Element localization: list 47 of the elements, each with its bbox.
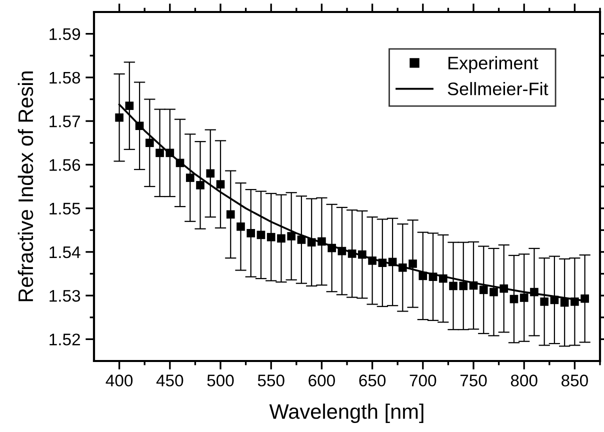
x-tick-label: 750 bbox=[460, 374, 487, 386]
y-tick-label: 1.56 bbox=[50, 159, 80, 171]
point bbox=[216, 180, 225, 188]
y-tick-label: 1.53 bbox=[50, 290, 80, 302]
x-axis-title: Wavelength [nm] bbox=[269, 404, 424, 424]
y-tick-label: 1.55 bbox=[50, 202, 80, 215]
point bbox=[510, 294, 518, 304]
point bbox=[266, 232, 276, 242]
x-tick-label: 450 bbox=[156, 374, 184, 386]
point bbox=[287, 232, 296, 240]
x-tick-label: 650 bbox=[359, 374, 386, 386]
y-tick-label: 1.59 bbox=[50, 28, 80, 40]
point bbox=[206, 169, 215, 178]
point bbox=[145, 138, 154, 148]
x-tick-label: 850 bbox=[562, 374, 588, 386]
x-tick-label: 600 bbox=[308, 374, 335, 386]
point bbox=[196, 181, 204, 190]
point bbox=[236, 222, 245, 231]
point bbox=[408, 260, 417, 268]
point bbox=[246, 229, 256, 238]
x-tick-label: 500 bbox=[207, 374, 234, 386]
point bbox=[479, 286, 488, 294]
point bbox=[490, 288, 498, 296]
point bbox=[520, 294, 528, 302]
x-tick-label: 800 bbox=[510, 374, 538, 386]
point bbox=[540, 298, 549, 306]
point bbox=[277, 234, 286, 243]
point bbox=[449, 282, 458, 290]
point bbox=[115, 113, 124, 122]
y-tick-label: 1.54 bbox=[50, 246, 80, 258]
y-tick-label: 1.52 bbox=[50, 334, 80, 346]
point bbox=[459, 282, 468, 290]
point bbox=[125, 102, 134, 110]
legend-label: Experiment bbox=[448, 56, 538, 73]
y-tick-label: 1.57 bbox=[50, 116, 80, 128]
point bbox=[297, 236, 306, 244]
point bbox=[156, 148, 164, 158]
point bbox=[256, 230, 266, 240]
point bbox=[226, 210, 235, 219]
x-tick-label: 700 bbox=[410, 374, 436, 386]
x-tick-label: 400 bbox=[106, 374, 133, 386]
legend-label: Sellmeier-Fit bbox=[448, 82, 548, 96]
x-tick-label: 550 bbox=[258, 374, 284, 386]
point bbox=[580, 294, 589, 303]
point bbox=[186, 174, 194, 182]
y-axis-title: Refractive Index of Resin bbox=[18, 71, 34, 302]
y-tick-label: 1.58 bbox=[50, 72, 80, 84]
